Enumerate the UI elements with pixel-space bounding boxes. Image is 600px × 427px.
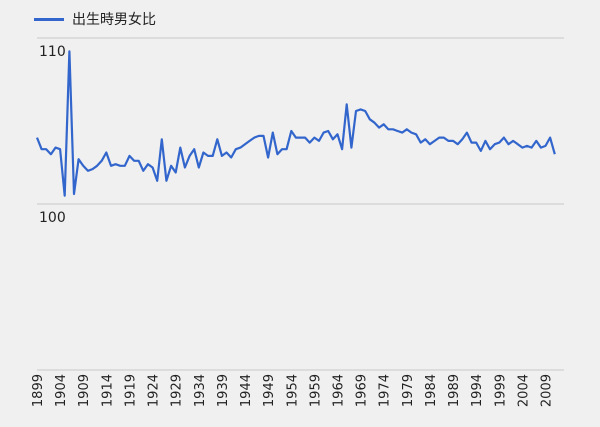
x-tick-label-2009: 2009 [540, 374, 555, 407]
x-tick-label-1989: 1989 [447, 374, 462, 407]
legend[interactable]: 出生時男女比 [34, 8, 156, 30]
series-layer [35, 50, 556, 197]
x-tick-label-1919: 1919 [123, 374, 138, 407]
x-tick-label-1924: 1924 [147, 374, 162, 407]
gridlines [37, 37, 564, 371]
x-tick-label-1964: 1964 [331, 374, 346, 407]
x-tick-label-1979: 1979 [401, 374, 416, 407]
x-tick-label-1934: 1934 [193, 374, 208, 407]
x-tick-label-1914: 1914 [100, 374, 115, 407]
x-tick-label-1949: 1949 [262, 374, 277, 407]
y-tick-label-100: 100 [39, 210, 66, 226]
x-tick-label-1974: 1974 [378, 374, 393, 407]
x-tick-label-1904: 1904 [54, 374, 69, 407]
x-tick-label-2004: 2004 [516, 374, 531, 407]
x-tick-label-1999: 1999 [493, 374, 508, 407]
x-tick-label-1939: 1939 [216, 374, 231, 407]
x-tick-label-1994: 1994 [470, 374, 485, 407]
x-tick-label-1929: 1929 [170, 374, 185, 407]
x-axis-labels: 1899 1904 1909 1914 1919 1924 1929 1934 1939 1944… [31, 374, 555, 407]
legend-swatch [34, 17, 64, 21]
x-tick-label-1984: 1984 [424, 374, 439, 407]
series-line-0[interactable] [35, 50, 556, 197]
x-tick-label-1899: 1899 [31, 374, 46, 407]
x-tick-label-1944: 1944 [239, 374, 254, 407]
y-tick-label-110: 110 [39, 44, 66, 60]
x-tick-label-1959: 1959 [308, 374, 323, 407]
x-tick-label-1909: 1909 [77, 374, 92, 407]
x-tick-label-1954: 1954 [285, 374, 300, 407]
x-tick-label-1969: 1969 [355, 374, 370, 407]
legend-label: 出生時男女比 [72, 12, 156, 28]
y-axis-labels: 110 100 [39, 44, 66, 226]
